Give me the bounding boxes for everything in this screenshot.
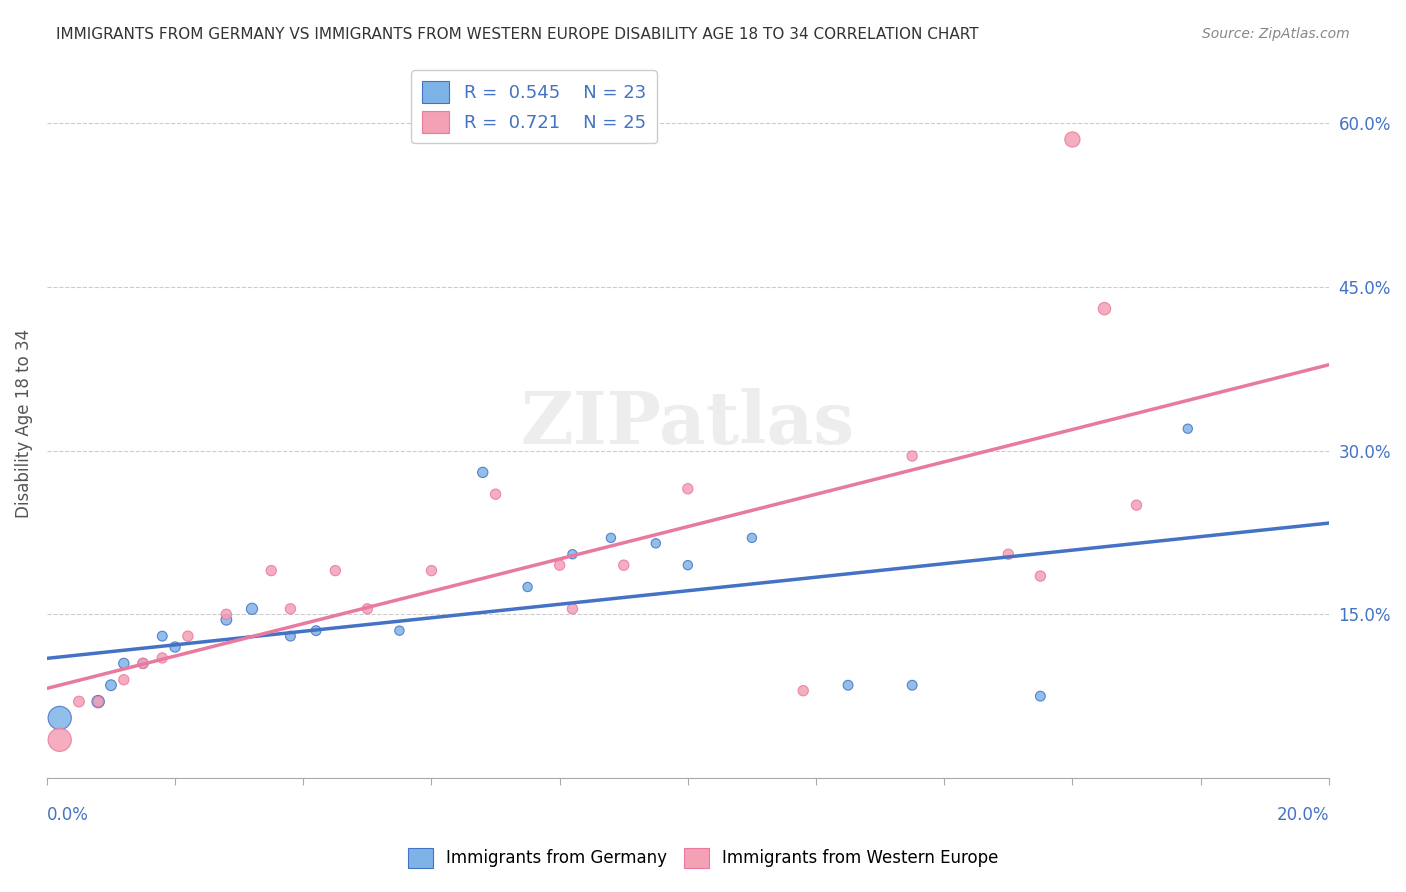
Point — [676, 482, 699, 496]
Text: Source: ZipAtlas.com: Source: ZipAtlas.com — [1202, 27, 1350, 41]
Text: ZIPatlas: ZIPatlas — [520, 388, 855, 458]
Point — [997, 547, 1019, 561]
Point — [280, 602, 302, 616]
Point — [613, 558, 636, 573]
Point — [215, 613, 238, 627]
Point — [215, 607, 238, 622]
Point — [484, 487, 506, 501]
Point — [561, 602, 583, 616]
Text: IMMIGRANTS FROM GERMANY VS IMMIGRANTS FROM WESTERN EUROPE DISABILITY AGE 18 TO 3: IMMIGRANTS FROM GERMANY VS IMMIGRANTS FR… — [56, 27, 979, 42]
Point — [100, 678, 122, 692]
Point — [420, 564, 443, 578]
Point — [356, 602, 378, 616]
Point — [1177, 422, 1199, 436]
Point — [132, 657, 155, 671]
Point — [87, 695, 110, 709]
Text: 20.0%: 20.0% — [1277, 806, 1329, 824]
Point — [1125, 498, 1147, 512]
Point — [644, 536, 666, 550]
Point — [548, 558, 571, 573]
Point — [471, 466, 494, 480]
Point — [600, 531, 623, 545]
Point — [112, 673, 135, 687]
Point — [676, 558, 699, 573]
Point — [280, 629, 302, 643]
Point — [112, 657, 135, 671]
Point — [388, 624, 411, 638]
Point — [150, 651, 173, 665]
Point — [1029, 569, 1052, 583]
Point — [132, 657, 155, 671]
Point — [901, 449, 924, 463]
Text: 0.0%: 0.0% — [46, 806, 89, 824]
Point — [741, 531, 763, 545]
Legend: Immigrants from Germany, Immigrants from Western Europe: Immigrants from Germany, Immigrants from… — [401, 841, 1005, 875]
Legend: R =  0.545    N = 23, R =  0.721    N = 25: R = 0.545 N = 23, R = 0.721 N = 25 — [412, 70, 657, 144]
Point — [901, 678, 924, 692]
Point — [48, 711, 70, 725]
Point — [67, 695, 90, 709]
Point — [165, 640, 187, 654]
Point — [837, 678, 859, 692]
Point — [792, 683, 814, 698]
Point — [240, 602, 263, 616]
Point — [323, 564, 346, 578]
Point — [260, 564, 283, 578]
Point — [87, 695, 110, 709]
Point — [150, 629, 173, 643]
Point — [1094, 301, 1116, 316]
Y-axis label: Disability Age 18 to 34: Disability Age 18 to 34 — [15, 328, 32, 518]
Point — [516, 580, 538, 594]
Point — [48, 732, 70, 747]
Point — [561, 547, 583, 561]
Point — [177, 629, 200, 643]
Point — [1029, 689, 1052, 703]
Point — [305, 624, 328, 638]
Point — [1062, 132, 1084, 146]
